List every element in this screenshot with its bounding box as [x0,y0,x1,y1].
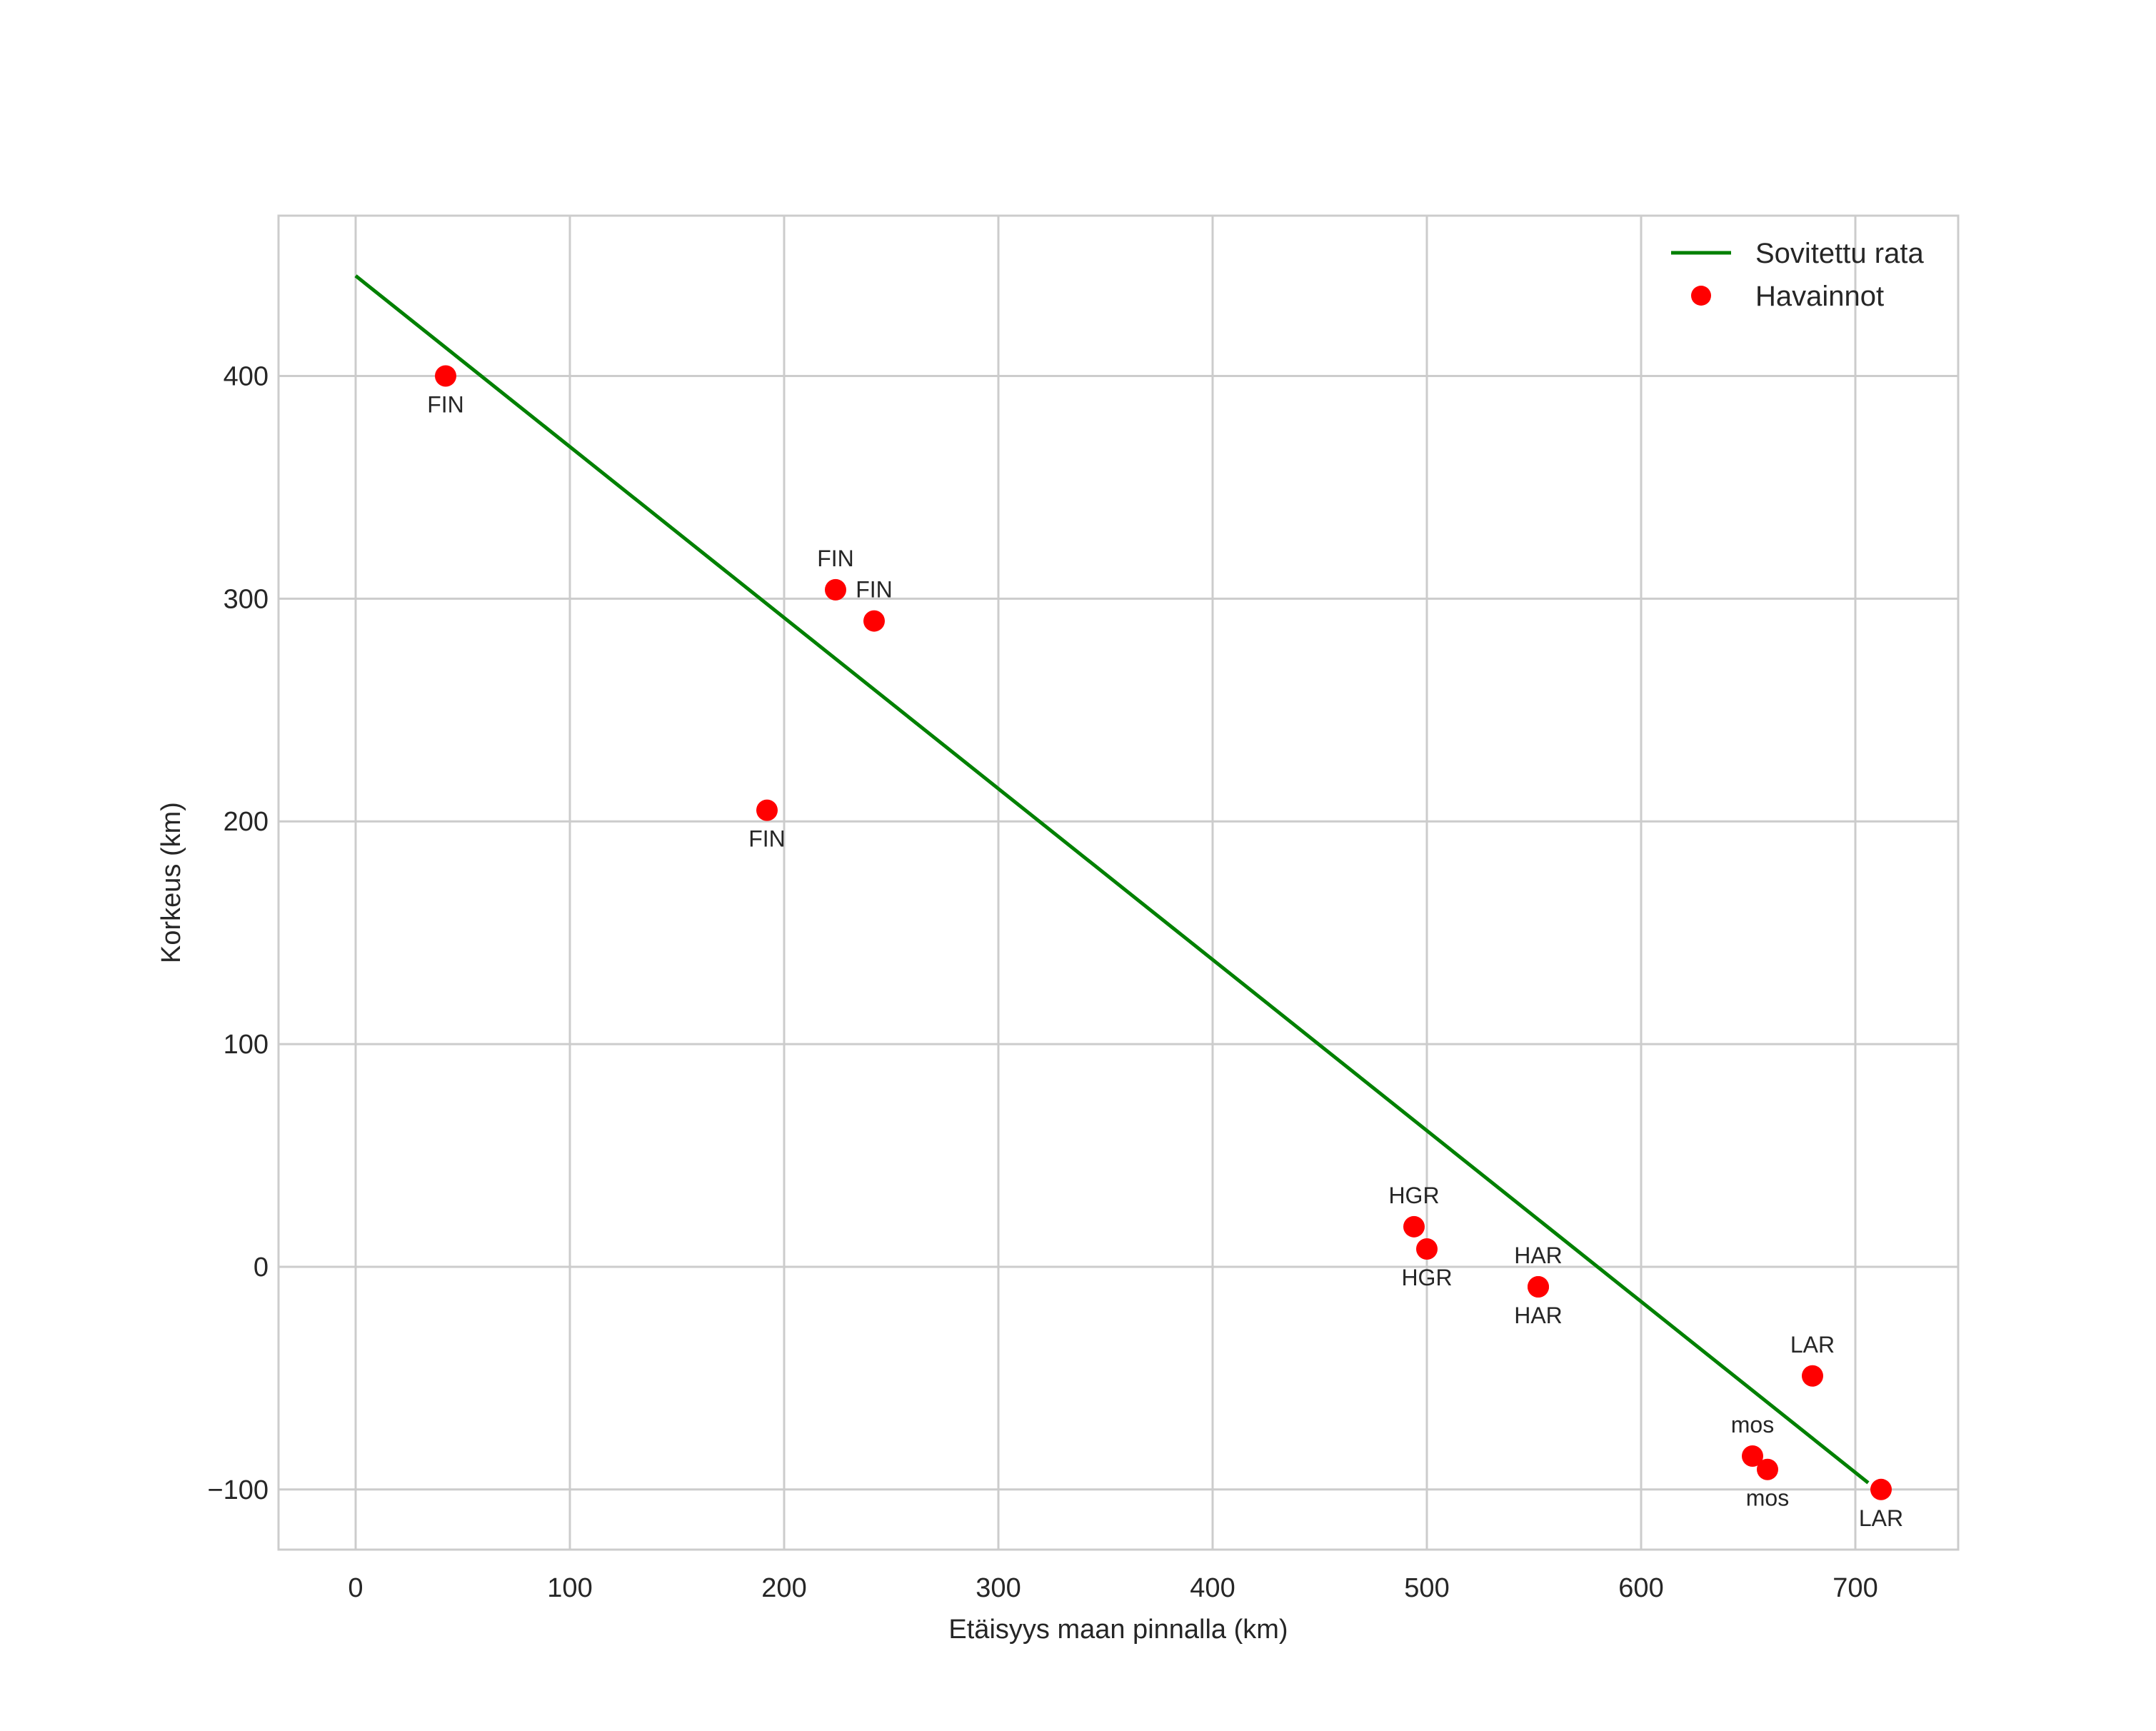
observation-label: FIN [856,577,893,603]
legend-label-observations: Havainnot [1755,281,1884,312]
tick-labels: 0 100 200 300 400 500 600 700 −100 0 100 200 300 400 [207,362,1877,1603]
legend: Sovitettu rata Havainnot [1671,238,1924,312]
observation-label: mos [1746,1485,1789,1511]
observation-point [1802,1365,1823,1387]
y-tick-label: 100 [224,1030,269,1060]
x-tick-label: 600 [1618,1573,1663,1603]
observation-point [756,799,778,821]
observation-point [1870,1478,1892,1500]
observation-label: mos [1731,1412,1774,1438]
x-tick-label: 0 [348,1573,363,1603]
observation-point [1742,1445,1763,1467]
x-tick-label: 700 [1832,1573,1877,1603]
y-axis-label: Korkeus (km) [156,802,186,963]
observation-label: HAR [1514,1303,1563,1328]
observation-label: LAR [1859,1505,1903,1531]
observation-label: HGR [1388,1183,1439,1208]
y-tick-label: −100 [207,1475,269,1505]
y-tick-label: 200 [224,807,269,837]
grid-lines [279,216,1958,1550]
observation-label: FIN [817,546,854,571]
plot-frame [277,214,1960,1551]
series-layer [354,274,1892,1500]
fitted-path-line [354,274,1870,1485]
x-tick-label: 100 [547,1573,592,1603]
observation-point [825,578,846,601]
x-axis-label: Etäisyys maan pinnalla (km) [948,1615,1288,1645]
observation-point [1416,1238,1438,1260]
y-tick-label: 400 [224,362,269,392]
x-tick-label: 200 [761,1573,806,1603]
observation-point [435,365,456,387]
x-tick-label: 300 [976,1573,1021,1603]
observation-label: LAR [1790,1332,1835,1358]
observation-point [863,610,885,632]
y-tick-label: 300 [224,584,269,614]
x-tick-label: 400 [1190,1573,1235,1603]
observation-point [1528,1276,1549,1298]
observation-label: FIN [748,826,786,852]
y-tick-label: 0 [254,1253,269,1283]
observation-label: HGR [1401,1265,1452,1290]
observation-point [1757,1458,1778,1480]
x-tick-label: 500 [1404,1573,1449,1603]
legend-label-fitted-path: Sovitettu rata [1755,238,1924,269]
observation-point [1403,1215,1425,1238]
observation-label: FIN [427,392,464,418]
observation-label: HAR [1514,1243,1563,1268]
legend-marker-swatch [1691,286,1711,306]
